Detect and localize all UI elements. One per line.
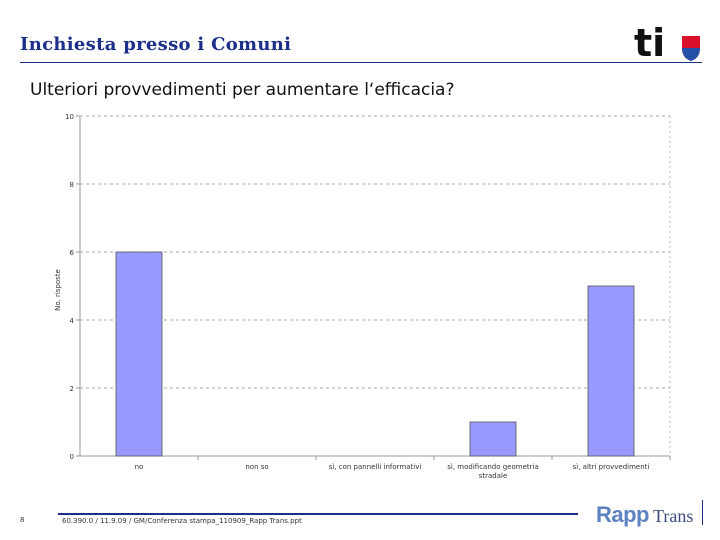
bar [115,251,163,457]
x-tick-label: non so [245,463,268,471]
footer-divider-right [702,500,703,525]
x-tick-label: sì, altri provvedimenti [573,463,650,471]
brand-trans: Trans [653,506,694,526]
footer-reference: 60.390.0 / 11.9.09 / GM/Conferenza stamp… [62,517,302,525]
x-tick-label: no [135,463,144,471]
rapp-trans-logo: Rapp Trans [596,502,693,528]
chart-question: Ulteriori provvedimenti per aumentare l‘… [30,80,455,100]
page-title: Inchiesta presso i Comuni [20,34,292,55]
header-divider [20,62,702,63]
bar [587,285,635,457]
y-tick-label: 6 [70,249,75,257]
footer-divider [58,513,578,515]
page-number: 8 [20,516,25,524]
y-tick-label: 2 [70,385,74,393]
y-axis-label: No. risposte [54,269,62,311]
x-tick-label: sì, modificando geometria stradale [447,463,538,480]
ticino-logo: ti [634,21,702,65]
logo-ti-text: ti [634,22,665,62]
y-tick-label: 4 [70,317,75,325]
bar [469,421,517,457]
y-tick-label: 0 [70,453,74,461]
y-tick-label: 10 [65,113,74,121]
brand-rapp: Rapp [596,502,650,527]
y-tick-label: 8 [70,181,74,189]
shield-lower [682,48,700,61]
x-tick-label: sì, con pannelli informativi [329,463,422,471]
